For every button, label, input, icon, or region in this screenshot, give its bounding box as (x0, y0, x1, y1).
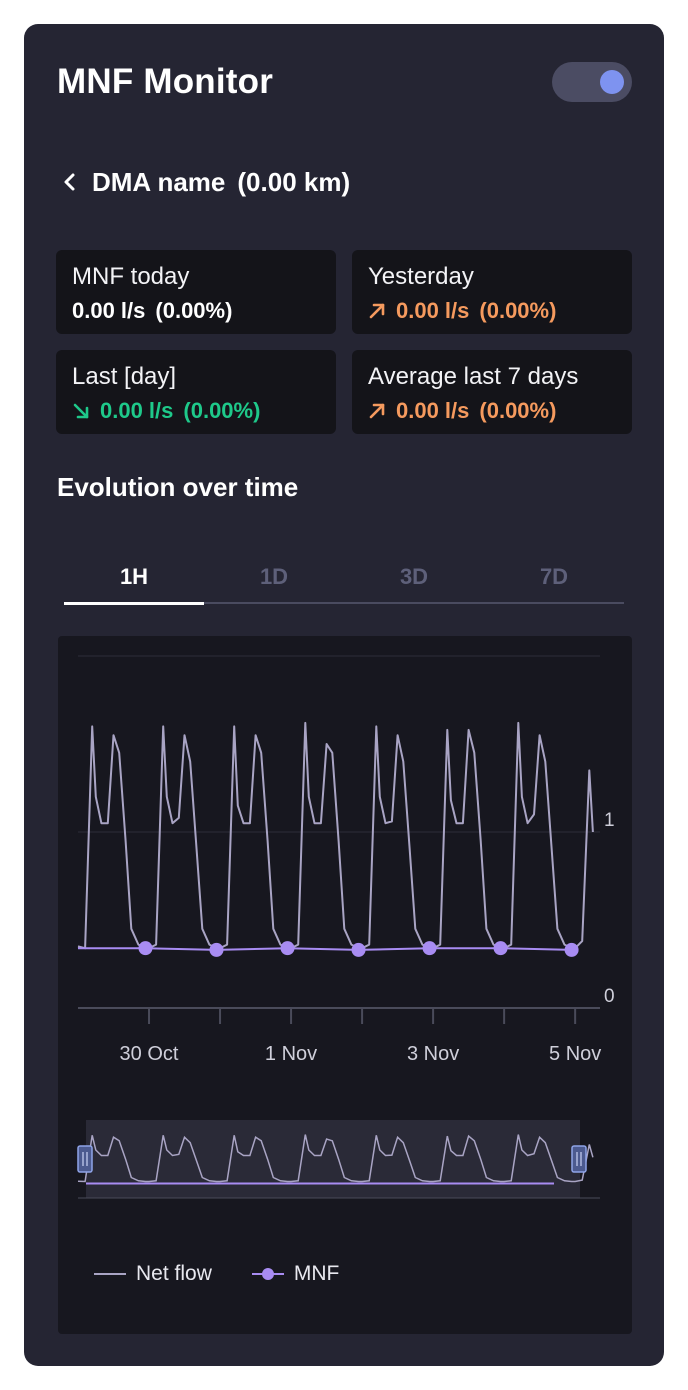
y-tick-label: 1 (604, 810, 615, 831)
x-tick-label: 1 Nov (265, 1043, 317, 1065)
card-last-day: Last [day] 0.00 l/s (0.00%) (56, 350, 336, 434)
card-value: 0.00 l/s (0.00%) (368, 396, 616, 426)
card-label: Average last 7 days (368, 363, 579, 390)
navigator-handle[interactable] (77, 1145, 93, 1173)
card-value: 0.00 l/s (0.00%) (72, 296, 320, 326)
card-mnf-today: MNF today 0.00 l/s (0.00%) (56, 250, 336, 334)
dma-name: DMA name (92, 166, 226, 197)
flow-chart[interactable]: 0 1 30 Oct 1 Nov 3 Nov 5 Nov (58, 636, 632, 1236)
chart-container: 0 1 30 Oct 1 Nov 3 Nov 5 Nov Net flow MNF (58, 636, 632, 1334)
arrow-up-right-icon (369, 303, 385, 319)
legend-net-flow[interactable]: Net flow (94, 1262, 212, 1286)
mnf-point (422, 941, 437, 956)
mnf-swatch (251, 1268, 284, 1280)
tab-1h[interactable]: 1H (64, 564, 204, 605)
chart-ticks: 0 1 30 Oct 1 Nov 3 Nov 5 Nov (120, 810, 615, 1065)
navigator-handle[interactable] (571, 1145, 587, 1173)
toggle-knob (600, 70, 624, 94)
x-tick-label: 3 Nov (407, 1043, 459, 1065)
card-value-percent: (0.00%) (479, 298, 557, 323)
card-value-percent: (0.00%) (479, 398, 557, 423)
y-tick-label: 0 (604, 986, 615, 1007)
card-value-flow: 0.00 l/s (396, 298, 470, 323)
monitor-toggle[interactable] (552, 62, 632, 102)
card-label: MNF today (72, 263, 190, 290)
card-value-flow: 0.00 l/s (72, 298, 146, 323)
legend-net-flow-label: Net flow (136, 1262, 212, 1285)
card-value: 0.00 l/s (0.00%) (72, 396, 320, 426)
chart-legend: Net flow MNF (94, 1262, 379, 1286)
dma-length: (0.00 km) (237, 166, 351, 197)
legend-mnf-label: MNF (293, 1262, 340, 1285)
x-tick-label: 30 Oct (120, 1043, 179, 1065)
time-range-tabs: 1H 1D 3D 7D (64, 564, 624, 605)
mnf-point (564, 942, 579, 957)
card-value-percent: (0.00%) (183, 398, 261, 423)
card-average-7-days: Average last 7 days 0.00 l/s (0.00%) (352, 350, 632, 434)
card-yesterday: Yesterday 0.00 l/s (0.00%) (352, 250, 632, 334)
section-title: Evolution over time (57, 472, 299, 502)
arrow-down-right-icon (73, 403, 89, 419)
mnf-point (280, 941, 295, 956)
handle-grip (571, 1145, 587, 1173)
net-flow-swatch (94, 1273, 126, 1275)
navigator-net-flow (77, 1134, 594, 1183)
chevron-left-icon[interactable] (60, 170, 78, 194)
legend-mnf[interactable]: MNF (251, 1262, 340, 1286)
range-navigator (77, 1120, 600, 1199)
tab-1d[interactable]: 1D (259, 564, 289, 589)
net-flow-line (77, 721, 594, 950)
tab-3d[interactable]: 3D (399, 564, 429, 589)
x-tick-label: 5 Nov (549, 1043, 601, 1065)
mnf-point (351, 942, 366, 957)
card-value-flow: 0.00 l/s (100, 398, 174, 423)
panel-title: MNF Monitor (57, 62, 274, 101)
mnf-point (209, 942, 224, 957)
tab-7d[interactable]: 7D (539, 564, 569, 589)
card-label: Last [day] (72, 363, 177, 390)
dma-header: DMA name (0.00 km) (60, 164, 350, 200)
mnf-monitor-panel: MNF Monitor DMA name (0.00 km) MNF today… (24, 24, 664, 1366)
chart-series (77, 721, 594, 957)
card-label: Yesterday (368, 263, 474, 290)
chart-grid (78, 655, 600, 1009)
handle-grip (77, 1145, 93, 1173)
mnf-line (78, 947, 572, 951)
card-value-percent: (0.00%) (155, 298, 233, 323)
navigator-selection (86, 1120, 580, 1198)
mnf-point (493, 941, 508, 956)
arrow-up-right-icon (369, 403, 385, 419)
mnf-point (138, 941, 153, 956)
card-value-flow: 0.00 l/s (396, 398, 470, 423)
card-value: 0.00 l/s (0.00%) (368, 296, 616, 326)
